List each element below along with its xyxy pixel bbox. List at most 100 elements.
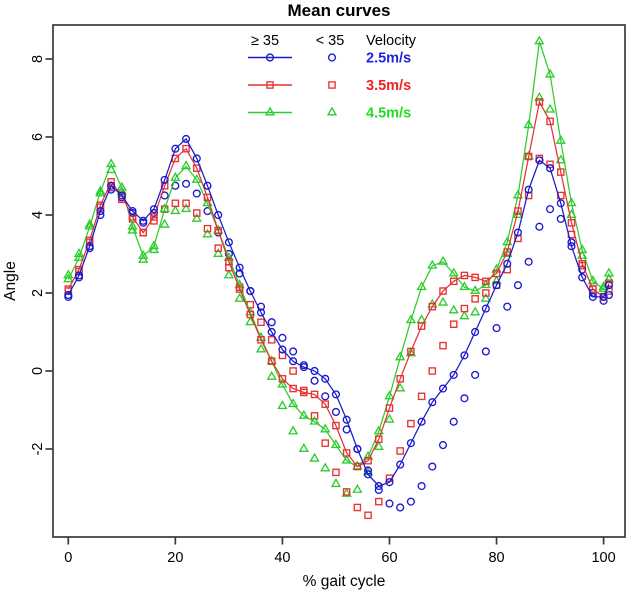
square-marker (342, 488, 351, 496)
circle-marker (74, 271, 84, 280)
triangle-marker (534, 92, 545, 101)
circle-marker (492, 281, 501, 290)
square-marker (310, 412, 319, 420)
triangle-marker (480, 292, 491, 302)
triangle-marker (373, 425, 384, 435)
x-tick-0: 0 (64, 537, 72, 566)
square-marker (182, 144, 190, 153)
triangle-marker (341, 487, 352, 497)
triangle-marker (341, 454, 352, 464)
series-line (67, 100, 610, 468)
legend-header-2: < 35 (316, 33, 345, 49)
triangle-marker (352, 483, 363, 493)
square-marker (396, 447, 404, 455)
circle-marker (535, 222, 544, 231)
triangle-marker (138, 249, 149, 259)
circle-marker (385, 478, 394, 487)
triangle-marker (277, 378, 288, 388)
circle-marker (235, 269, 244, 278)
square-marker (300, 388, 308, 397)
chart-title: Mean curves (288, 1, 391, 20)
triangle-marker (116, 181, 127, 191)
circle-marker (503, 302, 512, 311)
circle-marker (224, 238, 233, 247)
square-marker (374, 435, 383, 444)
circle-marker (203, 181, 212, 190)
triangle-marker (255, 343, 267, 353)
square-marker (328, 81, 336, 89)
circle-marker (438, 441, 448, 450)
triangle-marker (416, 281, 427, 291)
square-marker (535, 98, 544, 106)
circle-marker (481, 304, 490, 313)
square-marker (589, 285, 597, 293)
x-tick-label: 0 (64, 550, 72, 566)
square-marker (460, 271, 469, 280)
y-axis-title: Angle (2, 261, 19, 301)
square-marker (374, 497, 383, 506)
triangle-marker (469, 285, 481, 295)
square-marker (266, 81, 274, 89)
square-marker (503, 248, 512, 256)
legend-header-3: Velocity (366, 33, 417, 49)
triangle-marker (245, 316, 256, 326)
square-marker (567, 219, 576, 227)
y-tick-label: 8 (30, 55, 46, 63)
circle-marker (417, 417, 426, 426)
circle-marker (588, 292, 597, 301)
circle-marker (267, 327, 276, 337)
square-marker (449, 277, 458, 286)
square-marker (332, 421, 340, 430)
triangle-marker (73, 251, 85, 261)
square-marker (225, 258, 233, 266)
triangle-marker (180, 203, 192, 213)
circle-marker (545, 205, 555, 214)
triangle-marker (266, 370, 277, 380)
square-marker (107, 178, 115, 186)
square-marker (192, 209, 201, 217)
circle-marker (385, 499, 394, 508)
square-marker (289, 384, 297, 393)
circle-marker (406, 497, 415, 506)
triangle-marker (309, 415, 320, 425)
square-marker (417, 392, 426, 401)
square-marker (203, 193, 212, 202)
triangle-marker (395, 351, 406, 361)
circle-marker (181, 134, 191, 144)
triangle-marker (234, 292, 245, 302)
square-marker (546, 117, 554, 126)
triangle-marker (309, 452, 320, 462)
triangle-marker (287, 398, 299, 408)
circle-marker (246, 286, 255, 296)
circle-marker (578, 273, 587, 282)
circle-marker (513, 281, 523, 290)
square-marker (578, 259, 586, 268)
square-marker (182, 199, 190, 208)
triangle-marker (287, 425, 299, 435)
triangle-marker (427, 259, 438, 269)
y-tick-8: 8 (30, 55, 53, 63)
square-marker (267, 336, 276, 344)
circle-marker (374, 481, 383, 491)
y-tick-label: 0 (30, 367, 46, 375)
circle-marker (513, 228, 523, 237)
circle-marker (428, 462, 437, 471)
circle-marker (214, 210, 223, 220)
circle-marker (604, 290, 614, 300)
circle-marker (471, 327, 480, 337)
legend-velocity-label: 3.5m/s (366, 78, 411, 94)
circle-marker (556, 199, 565, 208)
triangle-marker (448, 267, 459, 277)
circle-marker (567, 242, 576, 251)
circle-marker (160, 175, 169, 184)
square-marker (407, 347, 415, 356)
series-layer (63, 35, 615, 520)
circle-marker (256, 308, 266, 317)
legend-row-4.5m/s: 4.5m/s (248, 106, 411, 122)
triangle-marker (277, 400, 288, 410)
circle-marker (128, 207, 137, 216)
circle-marker (524, 185, 533, 194)
square-marker (257, 336, 265, 344)
y-tick-label: 6 (30, 133, 46, 141)
triangle-marker (598, 283, 609, 293)
